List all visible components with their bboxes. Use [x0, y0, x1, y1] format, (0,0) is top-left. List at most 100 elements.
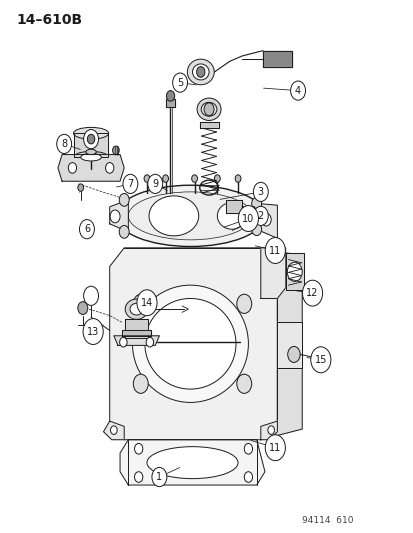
Circle shape: [144, 175, 150, 182]
Ellipse shape: [201, 102, 216, 116]
Circle shape: [119, 193, 129, 206]
Circle shape: [137, 290, 157, 316]
Circle shape: [87, 134, 95, 144]
Polygon shape: [58, 155, 124, 181]
Circle shape: [191, 175, 197, 182]
Circle shape: [110, 426, 117, 434]
Ellipse shape: [74, 151, 108, 163]
Circle shape: [253, 206, 268, 225]
Circle shape: [265, 238, 285, 263]
Circle shape: [78, 184, 83, 191]
Text: 2: 2: [257, 211, 263, 221]
Ellipse shape: [81, 154, 101, 161]
Polygon shape: [277, 322, 301, 368]
Polygon shape: [260, 256, 301, 440]
Circle shape: [235, 175, 240, 182]
Ellipse shape: [74, 127, 108, 139]
Ellipse shape: [130, 303, 143, 315]
Ellipse shape: [149, 196, 198, 236]
Circle shape: [290, 81, 305, 100]
Circle shape: [236, 374, 251, 393]
Polygon shape: [122, 330, 151, 336]
Circle shape: [110, 210, 120, 223]
Circle shape: [244, 443, 252, 454]
Polygon shape: [74, 133, 108, 157]
Circle shape: [238, 206, 258, 231]
Text: 9: 9: [152, 179, 158, 189]
Circle shape: [112, 146, 119, 155]
Polygon shape: [262, 51, 291, 67]
Circle shape: [133, 294, 148, 313]
Polygon shape: [225, 200, 242, 213]
Text: 4: 4: [294, 86, 300, 95]
Text: 3: 3: [257, 187, 263, 197]
Circle shape: [196, 67, 204, 77]
Text: 10: 10: [242, 214, 254, 223]
Polygon shape: [285, 253, 304, 290]
Circle shape: [123, 174, 138, 193]
Text: 8: 8: [61, 139, 67, 149]
Polygon shape: [109, 200, 128, 232]
Text: 7: 7: [127, 179, 133, 189]
Text: 12: 12: [306, 288, 318, 298]
Circle shape: [287, 262, 301, 281]
Ellipse shape: [132, 285, 248, 402]
Ellipse shape: [147, 447, 237, 479]
Circle shape: [119, 337, 127, 347]
Text: 15: 15: [314, 355, 326, 365]
Circle shape: [83, 319, 103, 344]
Polygon shape: [285, 256, 301, 288]
Circle shape: [287, 346, 299, 362]
Circle shape: [162, 175, 168, 182]
Circle shape: [78, 302, 88, 314]
Ellipse shape: [125, 334, 148, 343]
Ellipse shape: [197, 98, 221, 120]
Polygon shape: [260, 248, 285, 298]
Circle shape: [172, 73, 187, 92]
Circle shape: [214, 175, 220, 182]
Polygon shape: [199, 122, 218, 128]
Text: 5: 5: [176, 78, 183, 87]
Text: 11: 11: [268, 443, 281, 453]
Circle shape: [105, 163, 114, 173]
Polygon shape: [166, 99, 175, 107]
Circle shape: [119, 225, 129, 238]
Polygon shape: [258, 204, 277, 238]
Circle shape: [302, 280, 322, 306]
Circle shape: [267, 426, 274, 434]
Circle shape: [57, 134, 71, 154]
Circle shape: [236, 294, 251, 313]
Circle shape: [133, 374, 148, 393]
Circle shape: [310, 347, 330, 373]
Text: 6: 6: [84, 224, 90, 234]
Circle shape: [147, 174, 162, 193]
Circle shape: [204, 103, 214, 116]
Text: 13: 13: [87, 327, 99, 336]
Polygon shape: [260, 421, 277, 440]
Ellipse shape: [86, 149, 96, 155]
Ellipse shape: [192, 64, 209, 80]
Circle shape: [244, 472, 252, 482]
Polygon shape: [120, 440, 264, 485]
Circle shape: [146, 337, 153, 347]
Text: 14–610B: 14–610B: [17, 13, 83, 27]
Circle shape: [68, 163, 76, 173]
Ellipse shape: [217, 203, 246, 229]
Polygon shape: [109, 248, 277, 440]
Ellipse shape: [128, 192, 252, 240]
Circle shape: [265, 435, 285, 461]
Circle shape: [152, 467, 166, 487]
Circle shape: [79, 220, 94, 239]
Ellipse shape: [187, 59, 214, 85]
Circle shape: [252, 212, 260, 223]
Ellipse shape: [125, 299, 148, 319]
Text: 1: 1: [156, 472, 162, 482]
Circle shape: [251, 223, 261, 236]
Circle shape: [83, 286, 98, 305]
Text: 11: 11: [268, 246, 281, 255]
Ellipse shape: [116, 185, 264, 246]
Circle shape: [251, 197, 261, 210]
Circle shape: [166, 91, 174, 101]
Text: 94114  610: 94114 610: [301, 516, 353, 525]
Circle shape: [83, 130, 98, 149]
